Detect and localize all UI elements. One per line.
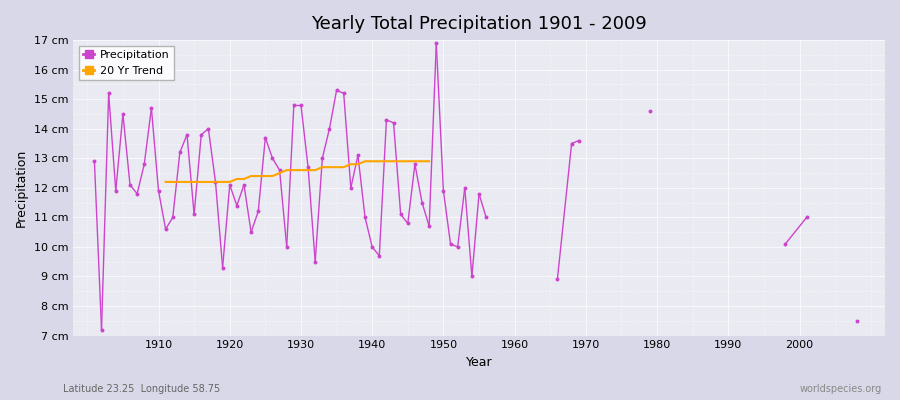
Point — [429, 40, 444, 46]
Point — [301, 164, 315, 170]
Point — [329, 87, 344, 94]
Point — [293, 102, 308, 108]
Point — [479, 214, 493, 220]
Point — [344, 185, 358, 191]
Point — [215, 264, 230, 271]
Title: Yearly Total Precipitation 1901 - 2009: Yearly Total Precipitation 1901 - 2009 — [311, 15, 647, 33]
Point — [379, 117, 393, 123]
Point — [251, 208, 266, 215]
Point — [194, 132, 209, 138]
Point — [208, 179, 222, 185]
Point — [286, 102, 301, 108]
Point — [222, 182, 237, 188]
Point — [102, 90, 116, 96]
Point — [173, 149, 187, 156]
Point — [386, 120, 400, 126]
Legend: Precipitation, 20 Yr Trend: Precipitation, 20 Yr Trend — [78, 46, 174, 80]
Point — [87, 158, 102, 164]
Point — [322, 126, 337, 132]
Point — [116, 111, 130, 117]
Point — [550, 276, 564, 283]
Y-axis label: Precipitation: Precipitation — [15, 149, 28, 227]
Point — [94, 326, 109, 333]
Point — [572, 137, 586, 144]
Point — [244, 229, 258, 235]
Point — [109, 188, 123, 194]
Text: worldspecies.org: worldspecies.org — [800, 384, 882, 394]
Point — [472, 190, 486, 197]
Point — [457, 185, 472, 191]
Point — [358, 214, 373, 220]
X-axis label: Year: Year — [465, 356, 492, 369]
Point — [564, 140, 579, 147]
Point — [464, 273, 479, 280]
Point — [337, 90, 351, 96]
Point — [258, 134, 273, 141]
Point — [266, 155, 280, 162]
Point — [151, 188, 166, 194]
Point — [422, 223, 436, 230]
Point — [444, 241, 458, 247]
Point — [137, 161, 151, 168]
Point — [393, 211, 408, 218]
Point — [436, 188, 451, 194]
Point — [144, 105, 158, 111]
Point — [365, 244, 380, 250]
Point — [166, 214, 180, 220]
Point — [415, 200, 429, 206]
Point — [187, 211, 202, 218]
Point — [273, 167, 287, 173]
Point — [280, 244, 294, 250]
Point — [408, 161, 422, 168]
Point — [158, 226, 173, 232]
Text: Latitude 23.25  Longitude 58.75: Latitude 23.25 Longitude 58.75 — [63, 384, 220, 394]
Point — [850, 318, 864, 324]
Point — [202, 126, 216, 132]
Point — [799, 214, 814, 220]
Point — [451, 244, 465, 250]
Point — [130, 190, 144, 197]
Point — [400, 220, 415, 226]
Point — [180, 132, 194, 138]
Point — [308, 258, 322, 265]
Point — [237, 182, 251, 188]
Point — [122, 182, 137, 188]
Point — [778, 241, 793, 247]
Point — [315, 155, 329, 162]
Point — [351, 152, 365, 158]
Point — [643, 108, 657, 114]
Point — [230, 202, 244, 209]
Point — [372, 253, 386, 259]
